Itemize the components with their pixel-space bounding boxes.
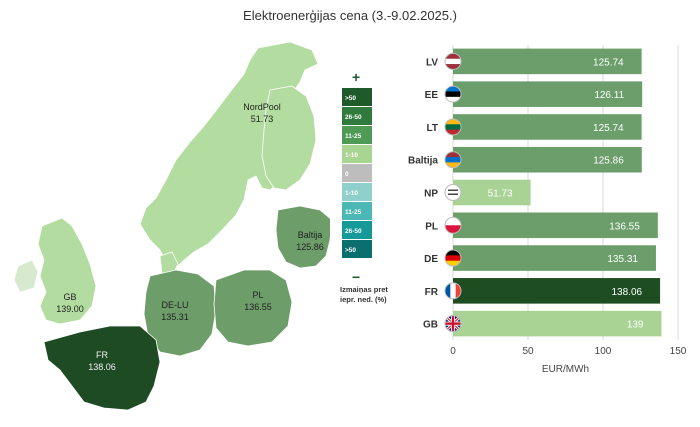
x-axis-title: EUR/MWh [542,364,589,375]
legend-swatch [342,88,372,106]
map-label-nordpool-value: 51.73 [251,114,274,124]
flag-border [444,249,462,267]
bar-lt[interactable] [453,114,642,140]
map-label-gb-name: GB [63,292,76,302]
bar-lv[interactable] [453,48,642,75]
bar-value-label: 135.31 [607,254,638,265]
map-label-fr-name: FR [96,350,108,360]
flag-de-icon [445,250,461,267]
legend-swatch [342,164,372,182]
map-region-baltija[interactable] [275,205,330,269]
legend-minus-sign: − [352,269,360,285]
category-label: LT [427,123,438,134]
bar-ee[interactable] [453,81,643,107]
legend-swatch-label: >50 [345,95,356,102]
legend-swatch-label: 26-50 [345,114,362,121]
flag-border [444,216,462,234]
x-tick-label: 0 [450,346,456,357]
legend-swatch [342,107,372,125]
map-label-fr-value: 138.06 [88,362,116,372]
category-label: Baltija [408,156,438,167]
legend-swatch-label: 11-25 [345,133,362,140]
category-label: EE [425,90,439,101]
europe-map: NordPool 51.73 Baltija 125.86 GB 139.00 … [13,41,330,410]
bar-value-label: 126.11 [594,90,624,101]
map-label-pl-value: 136.55 [244,302,272,312]
flag-border [444,282,462,300]
flag-border [444,85,462,103]
flag-border [444,52,462,70]
bar-fr[interactable] [453,278,661,304]
flag-border [444,118,462,136]
legend-swatch-label: 11-25 [345,209,362,216]
map-region-fr[interactable] [43,325,161,410]
legend-swatch [342,221,372,239]
category-label: DE [424,254,438,265]
flag-ee-icon [445,86,461,103]
category-label: FR [425,287,439,298]
map-label-delu-name: DE-LU [161,300,188,310]
legend-swatch [342,126,372,144]
x-tick-label: 100 [595,346,612,357]
map-label-gb-value: 139.00 [56,304,84,314]
legend-swatch [342,145,372,163]
bar-value-label: 136.55 [609,221,640,232]
bar-de[interactable] [453,245,656,271]
price-bar-chart: LV EE LT Baltija NP PL DE FR GB 125.74 126.11 125.… [408,45,687,375]
legend-swatch-label: >50 [345,247,356,254]
x-tick-label: 50 [522,346,534,357]
bar-value-label: 125.74 [593,123,624,134]
map-region-gb[interactable] [37,217,97,325]
bar-pl[interactable] [453,212,658,239]
map-label-pl-name: PL [252,290,263,300]
bar-value-label: 138.06 [611,287,642,298]
flag-border [444,184,462,201]
x-tick-label: 150 [670,346,687,357]
map-region-ireland [13,259,39,293]
flag-lt-icon [445,118,461,135]
bar-baltija[interactable] [453,146,642,173]
bar-value-label: 51.73 [488,189,513,200]
flag-border [444,151,462,169]
bar-gb[interactable] [453,310,662,337]
legend-note-line1: Izmaiņas pret [340,285,388,294]
legend-note-line2: iepr. ned. (%) [340,295,387,304]
legend-swatch [342,240,372,258]
flag-lv-icon [445,53,461,70]
legend-swatch-label: 1-10 [345,152,358,159]
legend-swatch [342,183,372,201]
map-label-baltija-name: Baltija [298,230,323,240]
flag-baltija-icon [445,151,461,168]
bar-value-label: 125.74 [593,57,624,68]
bar-value-label: 139 [627,320,644,331]
map-label-baltija-value: 125.86 [296,242,324,252]
legend-swatch-label: 1-10 [345,190,358,197]
category-label: NP [424,189,438,200]
category-label: LV [426,57,438,68]
chart-title: Elektroenerģijas cena (3.-9.02.2025.) [243,8,457,23]
category-label: PL [425,221,438,232]
legend-swatch [342,202,372,220]
map-region-finland [261,85,317,191]
map-region-delu[interactable] [143,269,217,357]
legend-swatch-label: 26-50 [345,228,362,235]
category-label: GB [423,320,438,331]
map-label-delu-value: 135.31 [161,312,189,322]
legend-swatch-label: 0 [345,171,349,178]
map-region-pl[interactable] [213,269,293,347]
flag-fr-icon [445,282,461,299]
flag-border [444,315,462,333]
legend-plus-sign: + [352,70,360,85]
flag-np-icon [445,184,461,201]
bar-value-label: 125.86 [593,156,624,167]
map-label-nordpool-name: NordPool [243,102,281,112]
flag-pl-icon [445,217,461,234]
bar-np[interactable] [453,179,531,206]
